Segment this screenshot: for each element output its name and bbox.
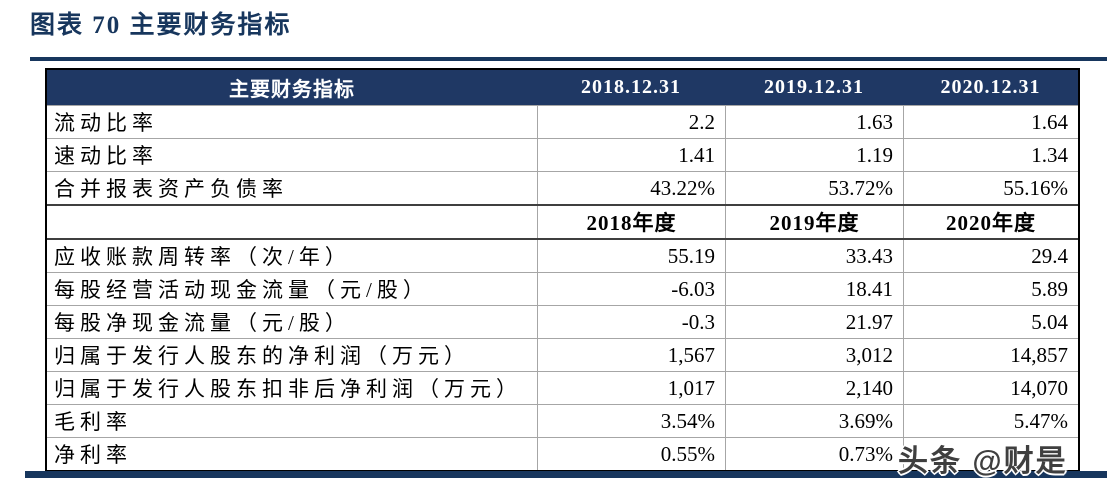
value-cell: 55.19 [537,240,725,272]
value-cell: -6.03 [537,273,725,305]
value-cell: 3.54% [537,405,725,437]
row-label: 流动比率 [54,111,158,135]
period-label-cell: 2019年度 [725,206,903,238]
value-cell: 0.55% [537,438,725,470]
row-label: 归属于发行人股东扣非后净利润（万元） [54,377,522,401]
value-cell: 43.22% [537,172,725,204]
table-row: 归属于发行人股东扣非后净利润（万元） 1,017 2,140 14,070 [47,371,1078,404]
period-label-cell: 2020年度 [903,206,1078,238]
table-row: 每股经营活动现金流量（元/股） -6.03 18.41 5.89 [47,272,1078,305]
value-cell: 55.16% [903,172,1078,204]
row-label: 毛利率 [54,410,132,434]
value-cell: -0.3 [537,306,725,338]
row-label: 归属于发行人股东的净利润（万元） [54,344,470,368]
caption-rule [30,57,1107,61]
value-cell: 14,857 [903,339,1078,371]
figure-caption: 图表 70 主要财务指标 [30,12,292,39]
table-row: 流动比率 2.2 1.63 1.64 [47,105,1078,138]
value-cell: 3.69% [725,405,903,437]
value-cell: 1.41 [537,139,725,171]
row-label: 每股净现金流量（元/股） [54,311,351,335]
value-cell: 1,567 [537,339,725,371]
header-indicator-label: 主要财务指标 [229,79,355,101]
value-cell: 1.64 [903,106,1078,138]
value-cell: 1.19 [725,139,903,171]
row-label [47,206,537,238]
value-cell [903,438,1078,470]
table-row: 每股净现金流量（元/股） -0.3 21.97 5.04 [47,305,1078,338]
value-cell: 2,140 [725,372,903,404]
bottom-rule [25,471,1107,478]
value-cell: 2.2 [537,106,725,138]
row-label: 速动比率 [54,144,158,168]
value-cell: 21.97 [725,306,903,338]
row-label: 合并报表资产负债率 [54,177,288,201]
table-row: 毛利率 3.54% 3.69% 5.47% [47,404,1078,437]
table-row: 净利率 0.55% 0.73% [47,437,1078,470]
value-cell: 29.4 [903,240,1078,272]
value-cell: 18.41 [725,273,903,305]
period-subheader-row: 2018年度 2019年度 2020年度 [47,204,1078,240]
value-cell: 53.72% [725,172,903,204]
value-cell: 3,012 [725,339,903,371]
row-label: 净利率 [54,443,132,467]
value-cell: 5.89 [903,273,1078,305]
financial-indicators-table: 主要财务指标 2018.12.31 2019.12.31 2020.12.31 … [45,68,1080,472]
value-cell: 1.63 [725,106,903,138]
value-cell: 33.43 [725,240,903,272]
header-date-2018: 2018.12.31 [581,76,681,98]
value-cell: 1,017 [537,372,725,404]
value-cell: 1.34 [903,139,1078,171]
period-label-cell: 2018年度 [537,206,725,238]
table-body: 流动比率 2.2 1.63 1.64 速动比率 1.41 1.19 1.34 合并报表资产负债率… [47,105,1078,470]
header-date-2019: 2019.12.31 [764,76,864,98]
table-row: 速动比率 1.41 1.19 1.34 [47,138,1078,171]
table-row: 合并报表资产负债率 43.22% 53.72% 55.16% [47,171,1078,204]
row-label: 每股经营活动现金流量（元/股） [54,278,429,302]
table-row: 归属于发行人股东的净利润（万元） 1,567 3,012 14,857 [47,338,1078,371]
header-date-2020: 2020.12.31 [940,76,1041,98]
row-label: 应收账款周转率（次/年） [54,245,351,269]
watermark: 头条 @财是 [898,445,1068,478]
table-header-row: 主要财务指标 2018.12.31 2019.12.31 2020.12.31 [47,70,1078,105]
value-cell: 0.73% [725,438,903,470]
value-cell: 14,070 [903,372,1078,404]
table-row: 应收账款周转率（次/年） 55.19 33.43 29.4 [47,240,1078,272]
value-cell: 5.04 [903,306,1078,338]
value-cell: 5.47% [903,405,1078,437]
